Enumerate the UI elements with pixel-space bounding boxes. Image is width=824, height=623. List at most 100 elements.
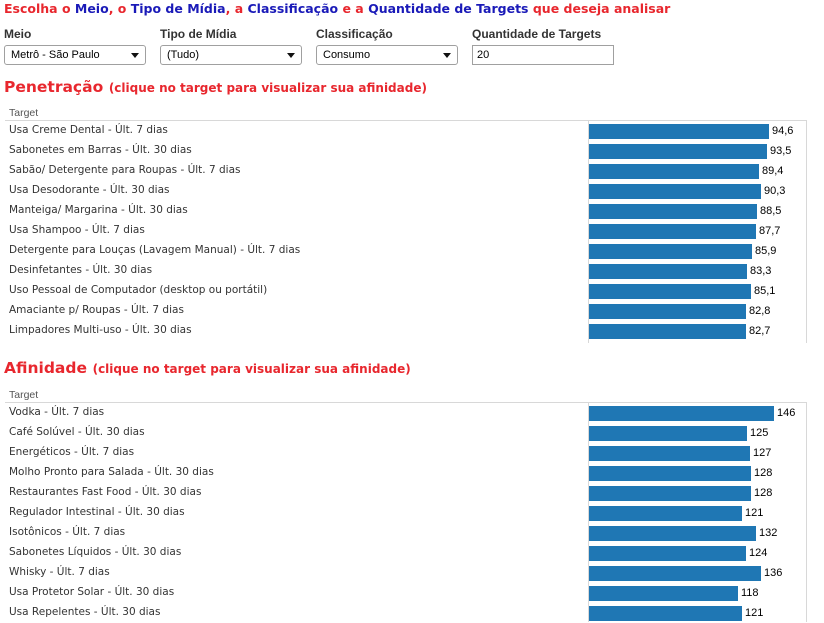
target-label[interactable]: Usa Creme Dental - Últ. 7 dias: [9, 124, 168, 136]
target-row[interactable]: Usa Protetor Solar - Últ. 30 dias 118: [5, 583, 806, 603]
target-row[interactable]: Regulador Intestinal - Últ. 30 dias 121: [5, 503, 806, 523]
target-row[interactable]: Uso Pessoal de Computador (desktop ou po…: [5, 281, 806, 301]
bar[interactable]: [589, 586, 738, 601]
target-row[interactable]: Restaurantes Fast Food - Últ. 30 dias 128: [5, 483, 806, 503]
target-row[interactable]: Usa Desodorante - Últ. 30 dias 90,3: [5, 181, 806, 201]
bar-value-label: 94,6: [772, 125, 794, 137]
afinidade-hint: (clique no target para visualizar sua af…: [92, 362, 411, 376]
target-label[interactable]: Vodka - Últ. 7 dias: [9, 406, 105, 418]
target-row[interactable]: Limpadores Multi-uso - Últ. 30 dias 82,7: [5, 321, 806, 341]
target-row[interactable]: Amaciante p/ Roupas - Últ. 7 dias 82,8: [5, 301, 806, 321]
target-row[interactable]: Isotônicos - Últ. 7 dias 132: [5, 523, 806, 543]
bar[interactable]: [589, 304, 746, 319]
headline-meio: Meio: [74, 1, 109, 16]
afinidade-column-header: Target: [9, 389, 39, 401]
target-label[interactable]: Manteiga/ Margarina - Últ. 30 dias: [9, 204, 188, 216]
quantidade-targets-input[interactable]: 20: [472, 45, 614, 65]
bar-value-label: 125: [750, 427, 769, 439]
afinidade-chart: Vodka - Últ. 7 dias 146 Café Solúvel - Últ…: [5, 402, 807, 622]
target-label[interactable]: Café Solúvel - Últ. 30 dias: [9, 426, 145, 438]
target-label[interactable]: Usa Desodorante - Últ. 30 dias: [9, 184, 170, 196]
target-label[interactable]: Whisky - Últ. 7 dias: [9, 566, 110, 578]
bar[interactable]: [589, 244, 752, 259]
bar-value-label: 124: [749, 547, 768, 559]
target-row[interactable]: Detergente para Louças (Lavagem Manual) …: [5, 241, 806, 261]
target-label[interactable]: Isotônicos - Últ. 7 dias: [9, 526, 126, 538]
bar-value-label: 85,9: [755, 245, 777, 257]
bar[interactable]: [589, 486, 751, 501]
target-label[interactable]: Sabão/ Detergente para Roupas - Últ. 7 d…: [9, 164, 241, 176]
filter-classificacao: Classificação Consumo: [316, 27, 458, 65]
bar[interactable]: [589, 426, 747, 441]
headline-text-5: que deseja analisar: [528, 1, 671, 16]
target-row[interactable]: Usa Creme Dental - Últ. 7 dias 94,6: [5, 121, 806, 141]
meio-select[interactable]: Metrô - São Paulo: [4, 45, 146, 65]
target-label[interactable]: Amaciante p/ Roupas - Últ. 7 dias: [9, 304, 184, 316]
bar[interactable]: [589, 224, 756, 239]
target-label[interactable]: Uso Pessoal de Computador (desktop ou po…: [9, 284, 268, 296]
headline-classificacao: Classificação: [247, 1, 339, 16]
target-label[interactable]: Molho Pronto para Salada - Últ. 30 dias: [9, 466, 214, 478]
bar-value-label: 128: [754, 467, 773, 479]
bar[interactable]: [589, 526, 756, 541]
target-row[interactable]: Usa Shampoo - Últ. 7 dias 87,7: [5, 221, 806, 241]
filter-tipo-label: Tipo de Mídia: [160, 27, 237, 41]
bar[interactable]: [589, 606, 742, 621]
bar[interactable]: [589, 446, 750, 461]
filter-quantidade: Quantidade de Targets 20: [472, 27, 614, 65]
target-row[interactable]: Café Solúvel - Últ. 30 dias 125: [5, 423, 806, 443]
target-label[interactable]: Energéticos - Últ. 7 dias: [9, 446, 135, 458]
tipo-midia-select[interactable]: (Tudo): [160, 45, 302, 65]
bar[interactable]: [589, 546, 746, 561]
bar[interactable]: [589, 164, 759, 179]
target-row[interactable]: Sabonetes Líquidos - Últ. 30 dias 124: [5, 543, 806, 563]
bar[interactable]: [589, 566, 761, 581]
target-row[interactable]: Vodka - Últ. 7 dias 146: [5, 403, 806, 423]
target-row[interactable]: Usa Repelentes - Últ. 30 dias 121: [5, 603, 806, 623]
bar[interactable]: [589, 124, 769, 139]
target-label[interactable]: Regulador Intestinal - Últ. 30 dias: [9, 506, 185, 518]
target-label[interactable]: Usa Shampoo - Últ. 7 dias: [9, 224, 145, 236]
target-label[interactable]: Limpadores Multi-uso - Últ. 30 dias: [9, 324, 192, 336]
target-row[interactable]: Molho Pronto para Salada - Últ. 30 dias 1…: [5, 463, 806, 483]
bar[interactable]: [589, 184, 761, 199]
penetracao-hint: (clique no target para visualizar sua af…: [108, 81, 427, 95]
target-row[interactable]: Sabonetes em Barras - Últ. 30 dias 93,5: [5, 141, 806, 161]
target-row[interactable]: Whisky - Últ. 7 dias 136: [5, 563, 806, 583]
bar-value-label: 88,5: [760, 205, 782, 217]
bar-value-label: 93,5: [770, 145, 792, 157]
bar[interactable]: [589, 506, 742, 521]
chevron-down-icon: [287, 53, 295, 58]
filter-tipo-midia: Tipo de Mídia (Tudo): [160, 27, 302, 65]
bar[interactable]: [589, 284, 751, 299]
target-label[interactable]: Restaurantes Fast Food - Últ. 30 dias: [9, 486, 202, 498]
target-label[interactable]: Usa Repelentes - Últ. 30 dias: [9, 606, 161, 618]
headline-text-4: e a: [338, 1, 369, 16]
chevron-down-icon: [443, 53, 451, 58]
target-label[interactable]: Sabonetes Líquidos - Últ. 30 dias: [9, 546, 182, 558]
bar[interactable]: [589, 264, 747, 279]
penetracao-title: Penetração (clique no target para visual…: [4, 77, 427, 96]
penetracao-chart: Usa Creme Dental - Últ. 7 dias 94,6 Sabone…: [5, 120, 807, 343]
bar[interactable]: [589, 466, 751, 481]
bar-value-label: 83,3: [750, 265, 772, 277]
bar-value-label: 132: [759, 527, 778, 539]
filter-quantidade-label: Quantidade de Targets: [472, 27, 602, 41]
target-row[interactable]: Desinfetantes - Últ. 30 dias 83,3: [5, 261, 806, 281]
bar[interactable]: [589, 324, 746, 339]
bar[interactable]: [589, 204, 757, 219]
target-row[interactable]: Manteiga/ Margarina - Últ. 30 dias 88,5: [5, 201, 806, 221]
bar-value-label: 128: [754, 487, 773, 499]
target-label[interactable]: Sabonetes em Barras - Últ. 30 dias: [9, 144, 192, 156]
bar-value-label: 82,7: [749, 325, 771, 337]
bar-value-label: 121: [745, 607, 764, 619]
bar[interactable]: [589, 144, 767, 159]
bar[interactable]: [589, 406, 774, 421]
target-label[interactable]: Usa Protetor Solar - Últ. 30 dias: [9, 586, 175, 598]
target-row[interactable]: Energéticos - Últ. 7 dias 127: [5, 443, 806, 463]
bar-value-label: 127: [753, 447, 772, 459]
target-row[interactable]: Sabão/ Detergente para Roupas - Últ. 7 d…: [5, 161, 806, 181]
target-label[interactable]: Desinfetantes - Últ. 30 dias: [9, 264, 153, 276]
classificacao-select[interactable]: Consumo: [316, 45, 458, 65]
target-label[interactable]: Detergente para Louças (Lavagem Manual) …: [9, 244, 301, 256]
